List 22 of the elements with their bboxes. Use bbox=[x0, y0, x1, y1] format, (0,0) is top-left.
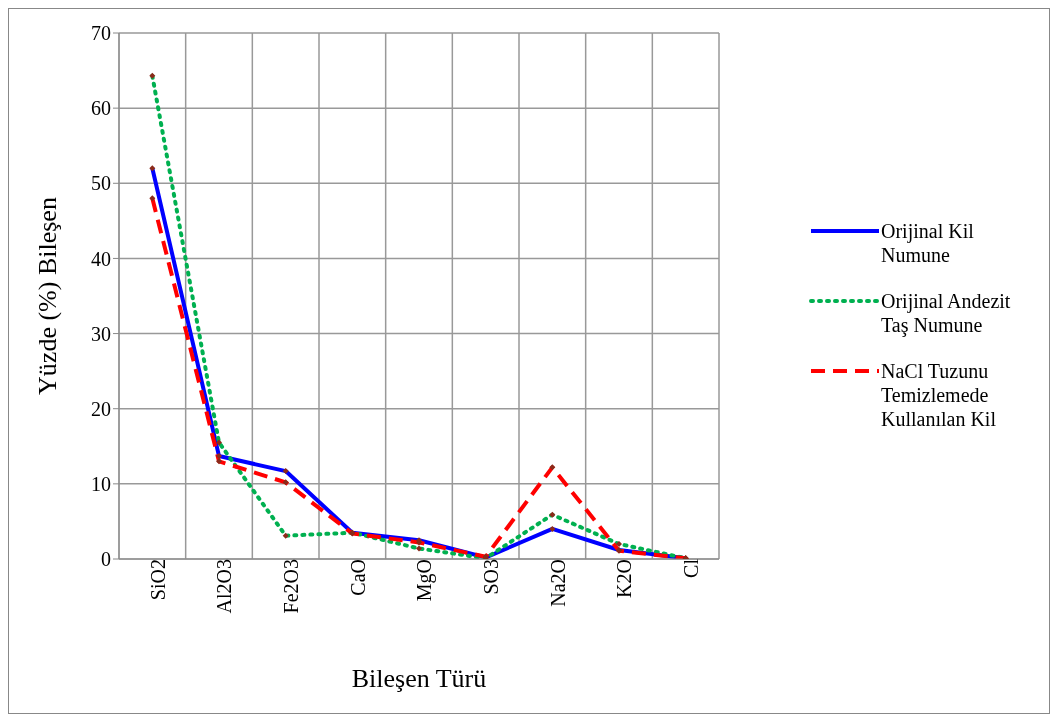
y-tick-label: 20 bbox=[91, 397, 111, 420]
x-tick-label: CaO bbox=[346, 559, 369, 596]
x-tick-label: SO3 bbox=[479, 559, 502, 595]
legend-label: Orijinal Andezit Taş Numune bbox=[881, 289, 1012, 337]
y-axis-title: Yüzde (%) Bileşen bbox=[33, 197, 63, 395]
x-tick-label: SiO2 bbox=[146, 559, 169, 601]
x-tick-label: Na2O bbox=[546, 559, 569, 607]
legend-label: NaCl Tuzunu Temizlemede Kullanılan Kil bbox=[881, 359, 997, 431]
x-tick-label: K2O bbox=[613, 559, 636, 598]
y-tick-label: 10 bbox=[91, 472, 111, 495]
x-tick-label: MgO bbox=[413, 559, 437, 602]
x-tick-label: Fe2O3 bbox=[279, 559, 302, 614]
y-tick-label: 30 bbox=[91, 322, 111, 345]
x-tick-label: Al2O3 bbox=[213, 559, 236, 614]
y-tick-label: 60 bbox=[91, 97, 111, 120]
y-tick-label: 70 bbox=[91, 22, 111, 45]
x-tick-label: Cl bbox=[679, 558, 702, 578]
y-tick-label: 0 bbox=[101, 548, 111, 571]
x-axis-title: Bileşen Türü bbox=[351, 664, 487, 693]
y-tick-label: 50 bbox=[91, 172, 111, 195]
y-tick-label: 40 bbox=[91, 247, 111, 270]
legend-label: Orijinal Kil Numune bbox=[881, 219, 975, 267]
